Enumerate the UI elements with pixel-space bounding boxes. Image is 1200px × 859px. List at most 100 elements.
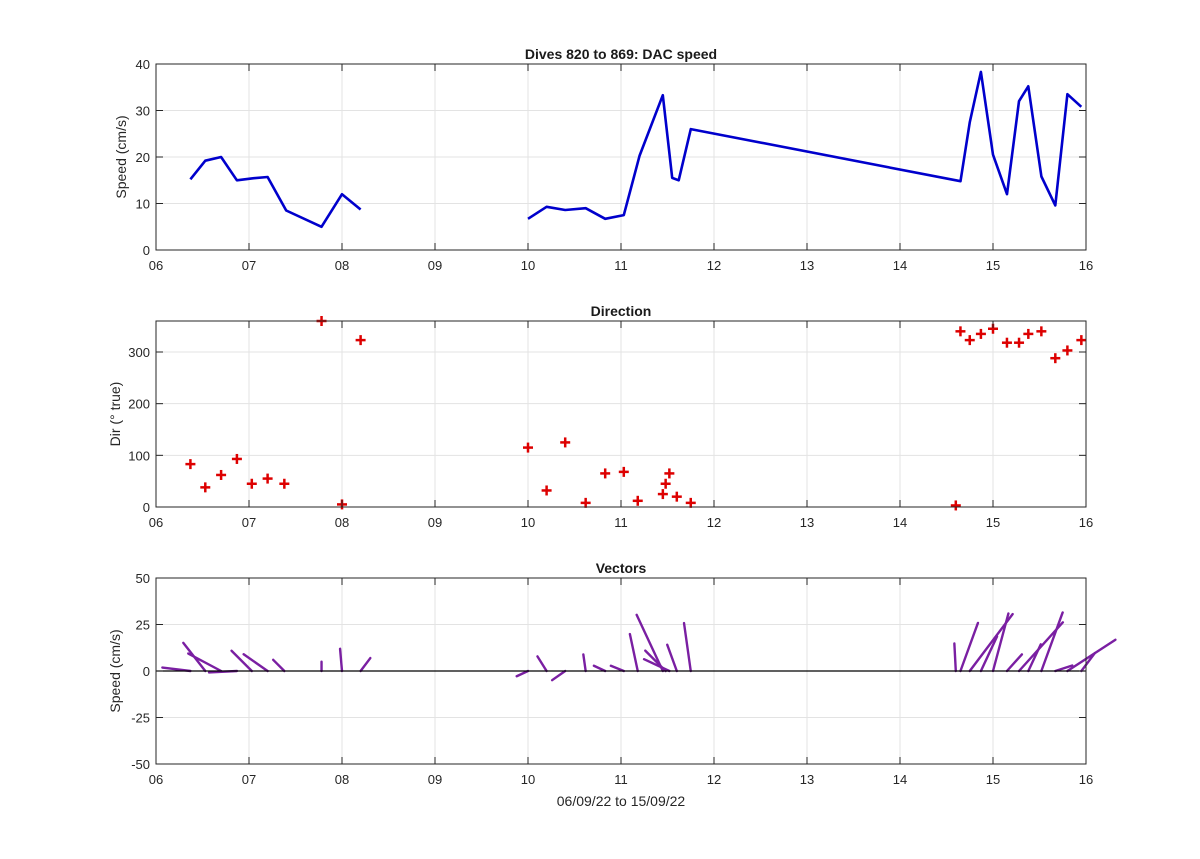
direction-point: [279, 478, 290, 489]
y-tick-label: 200: [128, 397, 150, 412]
x-tick-label: 06: [149, 258, 163, 273]
x-tick-label: 06: [149, 772, 163, 787]
current-vector: [271, 658, 286, 673]
y-tick-label: 10: [136, 197, 150, 212]
x-tick-label: 11: [614, 515, 628, 530]
x-tick-label: 14: [893, 515, 907, 530]
x-tick-label: 08: [335, 258, 349, 273]
direction-panel-title: Direction: [591, 303, 652, 319]
current-vector: [230, 649, 253, 673]
current-vector: [1005, 653, 1024, 673]
x-tick-label: 07: [242, 772, 256, 787]
current-vector: [592, 664, 607, 673]
current-vector: [536, 655, 548, 673]
x-tick-label: 12: [707, 258, 721, 273]
direction-point: [262, 473, 273, 484]
current-vector: [515, 669, 530, 678]
current-vector: [682, 621, 692, 673]
x-tick-label: 16: [1079, 515, 1093, 530]
direction-point: [1023, 328, 1034, 339]
current-vector: [1066, 638, 1117, 673]
direction-point: [355, 335, 366, 346]
direction-point: [1050, 353, 1061, 364]
direction-point: [231, 453, 242, 464]
current-vector: [550, 669, 567, 682]
speed-line-segment: [189, 155, 362, 229]
x-tick-label: 09: [428, 515, 442, 530]
direction-point: [1076, 335, 1087, 346]
direction-point: [1036, 326, 1047, 337]
x-tick-label: 12: [707, 515, 721, 530]
current-vector: [628, 632, 639, 673]
x-tick-label: 12: [707, 772, 721, 787]
direction-point: [246, 478, 257, 489]
direction-panel: 06 07 08 09 10 11 12 13 14 15 16 0 100 200 300 Directio…: [107, 303, 1093, 530]
x-tick-label: 13: [800, 258, 814, 273]
current-vector: [991, 612, 1010, 673]
x-tick-label: 13: [800, 772, 814, 787]
y-tick-label: -25: [131, 711, 150, 726]
x-tick-label: 08: [335, 772, 349, 787]
x-tick-label: 10: [521, 258, 535, 273]
x-tick-label: 10: [521, 772, 535, 787]
y-tick-label: 30: [136, 104, 150, 119]
direction-point: [664, 468, 675, 479]
current-vector: [979, 635, 999, 673]
direction-panel-ylabel: Dir (° true): [107, 382, 123, 447]
current-vector: [242, 653, 269, 673]
x-tick-label: 09: [428, 772, 442, 787]
current-vector: [609, 664, 625, 673]
vectors-panel: 06 07 08 09 10 11 12 13 14 15 16 -50 -25 0 25 50 Vectors…: [107, 560, 1117, 787]
direction-point: [580, 497, 591, 508]
current-vector: [642, 658, 671, 673]
direction-point: [1001, 337, 1012, 348]
y-tick-label: 40: [136, 57, 150, 72]
y-tick-label: 25: [136, 618, 150, 633]
x-tick-label: 14: [893, 772, 907, 787]
x-tick-label: 16: [1079, 772, 1093, 787]
direction-point: [1014, 337, 1025, 348]
y-tick-label: 100: [128, 448, 150, 463]
y-tick-label: 0: [143, 500, 150, 515]
current-vector: [582, 653, 587, 673]
current-vector: [187, 652, 223, 673]
current-vector: [959, 621, 980, 673]
direction-point: [1062, 345, 1073, 356]
direction-point: [660, 478, 671, 489]
current-vector: [1080, 651, 1096, 673]
y-tick-label: 0: [143, 243, 150, 258]
x-tick-label: 07: [242, 515, 256, 530]
current-vector: [666, 643, 678, 673]
direction-point: [560, 437, 571, 448]
direction-point: [185, 459, 196, 470]
x-tick-label: 11: [614, 772, 628, 787]
y-tick-label: 300: [128, 345, 150, 360]
speed-line-segment: [527, 70, 1083, 221]
direction-point: [657, 489, 668, 500]
current-vector: [1027, 643, 1042, 673]
speed-panel-ylabel: Speed (cm/s): [113, 115, 129, 198]
x-tick-label: 09: [428, 258, 442, 273]
direction-point: [523, 442, 533, 453]
direction-point: [632, 495, 643, 506]
direction-point: [955, 326, 966, 337]
x-tick-label: 14: [893, 258, 907, 273]
current-vector: [338, 647, 344, 673]
x-tick-label: 15: [986, 258, 1000, 273]
x-tick-label: 10: [521, 515, 535, 530]
x-tick-label: 06: [149, 515, 163, 530]
vectors-panel-ylabel: Speed (cm/s): [107, 629, 123, 712]
y-tick-label: 50: [136, 571, 150, 586]
x-tick-label: 13: [800, 515, 814, 530]
direction-point: [685, 497, 696, 508]
x-tick-label: 16: [1079, 258, 1093, 273]
y-tick-label: -50: [131, 757, 150, 772]
x-axis-label: 06/09/22 to 15/09/22: [557, 793, 686, 809]
direction-point: [964, 335, 975, 346]
current-vector: [1054, 664, 1074, 673]
direction-point: [541, 485, 552, 496]
direction-point: [975, 328, 986, 339]
vectors-panel-title: Vectors: [596, 560, 647, 576]
x-tick-label: 15: [986, 515, 1000, 530]
direction-point: [950, 500, 961, 511]
